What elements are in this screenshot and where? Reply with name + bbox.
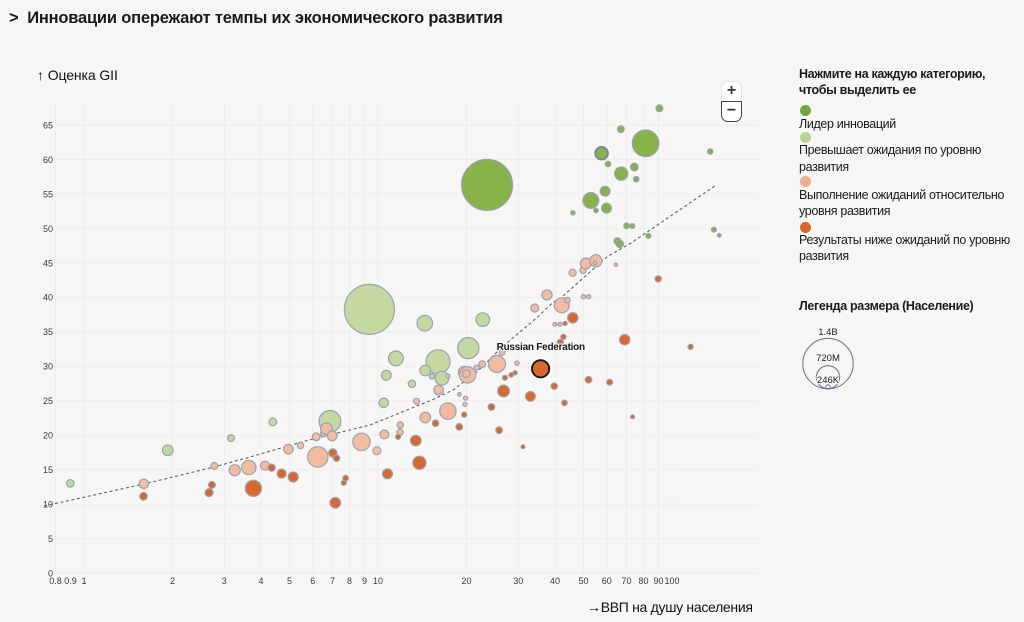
svg-text:7: 7 bbox=[330, 576, 335, 586]
svg-text:40: 40 bbox=[43, 293, 53, 303]
svg-text:0: 0 bbox=[48, 568, 53, 578]
svg-text:50: 50 bbox=[43, 224, 53, 234]
svg-text:90: 90 bbox=[653, 576, 663, 586]
svg-text:6: 6 bbox=[310, 576, 315, 586]
svg-text:70: 70 bbox=[621, 576, 631, 586]
svg-text:60: 60 bbox=[602, 576, 612, 586]
svg-text:20: 20 bbox=[461, 576, 471, 586]
svg-text:20: 20 bbox=[43, 431, 53, 441]
svg-text:80: 80 bbox=[638, 576, 648, 586]
svg-text:0.8: 0.8 bbox=[49, 576, 62, 586]
svg-text:65: 65 bbox=[43, 120, 53, 130]
svg-text:100: 100 bbox=[664, 576, 679, 586]
svg-text:15: 15 bbox=[43, 465, 53, 475]
svg-text:40: 40 bbox=[550, 576, 560, 586]
svg-text:10: 10 bbox=[373, 576, 383, 586]
svg-text:9: 9 bbox=[362, 576, 367, 586]
svg-text:30: 30 bbox=[513, 576, 523, 586]
svg-text:35: 35 bbox=[43, 327, 53, 337]
svg-text:1: 1 bbox=[81, 576, 86, 586]
svg-text:0.9: 0.9 bbox=[64, 576, 77, 586]
svg-text:5: 5 bbox=[48, 534, 53, 544]
svg-text:30: 30 bbox=[43, 362, 53, 372]
svg-text:5: 5 bbox=[287, 576, 292, 586]
svg-text:10: 10 bbox=[43, 500, 53, 510]
svg-text:50: 50 bbox=[578, 576, 588, 586]
svg-text:8: 8 bbox=[347, 576, 352, 586]
svg-text:45: 45 bbox=[43, 258, 53, 268]
svg-text:2: 2 bbox=[170, 576, 175, 586]
svg-text:3: 3 bbox=[222, 576, 227, 586]
svg-text:25: 25 bbox=[43, 396, 53, 406]
svg-text:4: 4 bbox=[258, 576, 263, 586]
svg-text:60: 60 bbox=[43, 155, 53, 165]
svg-text:55: 55 bbox=[43, 189, 53, 199]
